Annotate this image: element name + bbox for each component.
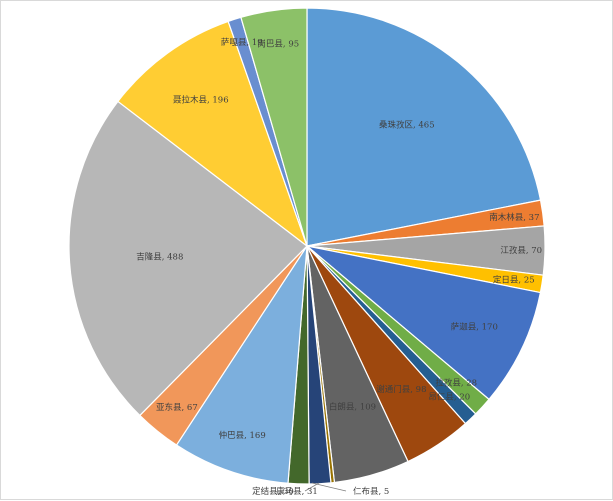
data-label: 昂仁县, 20 — [428, 391, 470, 402]
pie-slice — [240, 7, 308, 247]
data-labels: 桑珠孜区, 465 南木林县, 37 江孜县, 70 定日县, 25 萨迦县, 170 拉… — [136, 37, 542, 497]
pie-slices — [68, 7, 546, 485]
data-label: 拉孜县, 28 — [435, 378, 477, 389]
data-label: 桑珠孜区, 465 — [379, 120, 435, 131]
data-label: 亚东县, 67 — [156, 402, 198, 413]
data-label: 聂拉木县, 196 — [173, 95, 229, 106]
data-label: 吉隆县, 488 — [136, 251, 183, 262]
pie-slice — [68, 100, 308, 417]
data-label: 萨迦县, 170 — [451, 322, 498, 333]
data-label: 康马县, 31 — [276, 486, 318, 497]
data-label: 白朗县, 109 — [329, 401, 376, 412]
pie-slice — [175, 245, 308, 484]
leader-line — [304, 482, 320, 492]
leader-lines — [304, 482, 347, 492]
data-label: 定日县, 25 — [493, 274, 535, 285]
leader-line — [311, 482, 347, 492]
data-label: 定结县, 30 — [252, 486, 294, 497]
data-label: 南木林县, 37 — [489, 212, 539, 223]
data-label: 岗巴县, 95 — [257, 38, 299, 49]
data-label: 仁布县, 5 — [353, 486, 389, 497]
pie-slice — [306, 245, 542, 401]
pie-slice — [117, 20, 309, 248]
data-label: 仲巴县, 169 — [219, 430, 266, 441]
data-label: 谢通门县, 98 — [376, 384, 426, 395]
data-label: 江孜县, 70 — [500, 245, 542, 256]
data-label: 萨嘎县, 19 — [221, 37, 263, 48]
pie-slice — [306, 7, 542, 247]
